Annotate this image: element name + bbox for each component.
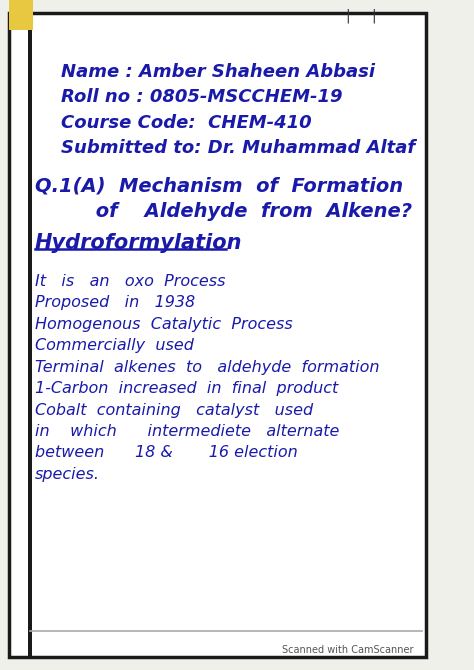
Text: Scanned with CamScanner: Scanned with CamScanner bbox=[282, 645, 413, 655]
Text: Submitted to: Dr. Muhammad Altaf: Submitted to: Dr. Muhammad Altaf bbox=[61, 139, 415, 157]
Text: in    which      intermediete   alternate: in which intermediete alternate bbox=[35, 424, 339, 439]
Text: Cobalt  containing   catalyst   used: Cobalt containing catalyst used bbox=[35, 403, 313, 417]
Text: |: | bbox=[346, 8, 350, 23]
Text: Q.1(A)  Mechanism  of  Formation: Q.1(A) Mechanism of Formation bbox=[35, 177, 403, 196]
Text: of    Aldehyde  from  Alkene?: of Aldehyde from Alkene? bbox=[35, 202, 412, 221]
Text: Terminal  alkenes  to   aldehyde  formation: Terminal alkenes to aldehyde formation bbox=[35, 360, 379, 375]
Text: 1-Carbon  increased  in  final  product: 1-Carbon increased in final product bbox=[35, 381, 338, 396]
Bar bbox=[28, 13, 32, 657]
Text: Name : Amber Shaheen Abbasi: Name : Amber Shaheen Abbasi bbox=[61, 63, 375, 80]
Bar bbox=[9, 0, 33, 30]
Text: between      18 &       16 election: between 18 & 16 election bbox=[35, 446, 298, 460]
Text: It   is   an   oxo  Process: It is an oxo Process bbox=[35, 274, 225, 289]
Text: Homogenous  Catalytic  Process: Homogenous Catalytic Process bbox=[35, 317, 292, 332]
Text: Roll no : 0805-MSCCHEM-19: Roll no : 0805-MSCCHEM-19 bbox=[61, 88, 342, 106]
Text: Commercially  used: Commercially used bbox=[35, 338, 194, 353]
Text: species.: species. bbox=[35, 467, 100, 482]
Text: Hydroformylation: Hydroformylation bbox=[35, 232, 242, 253]
Text: Proposed   in   1938: Proposed in 1938 bbox=[35, 295, 195, 310]
Text: Course Code:  CHEM-410: Course Code: CHEM-410 bbox=[61, 114, 311, 131]
Text: |: | bbox=[372, 8, 376, 23]
